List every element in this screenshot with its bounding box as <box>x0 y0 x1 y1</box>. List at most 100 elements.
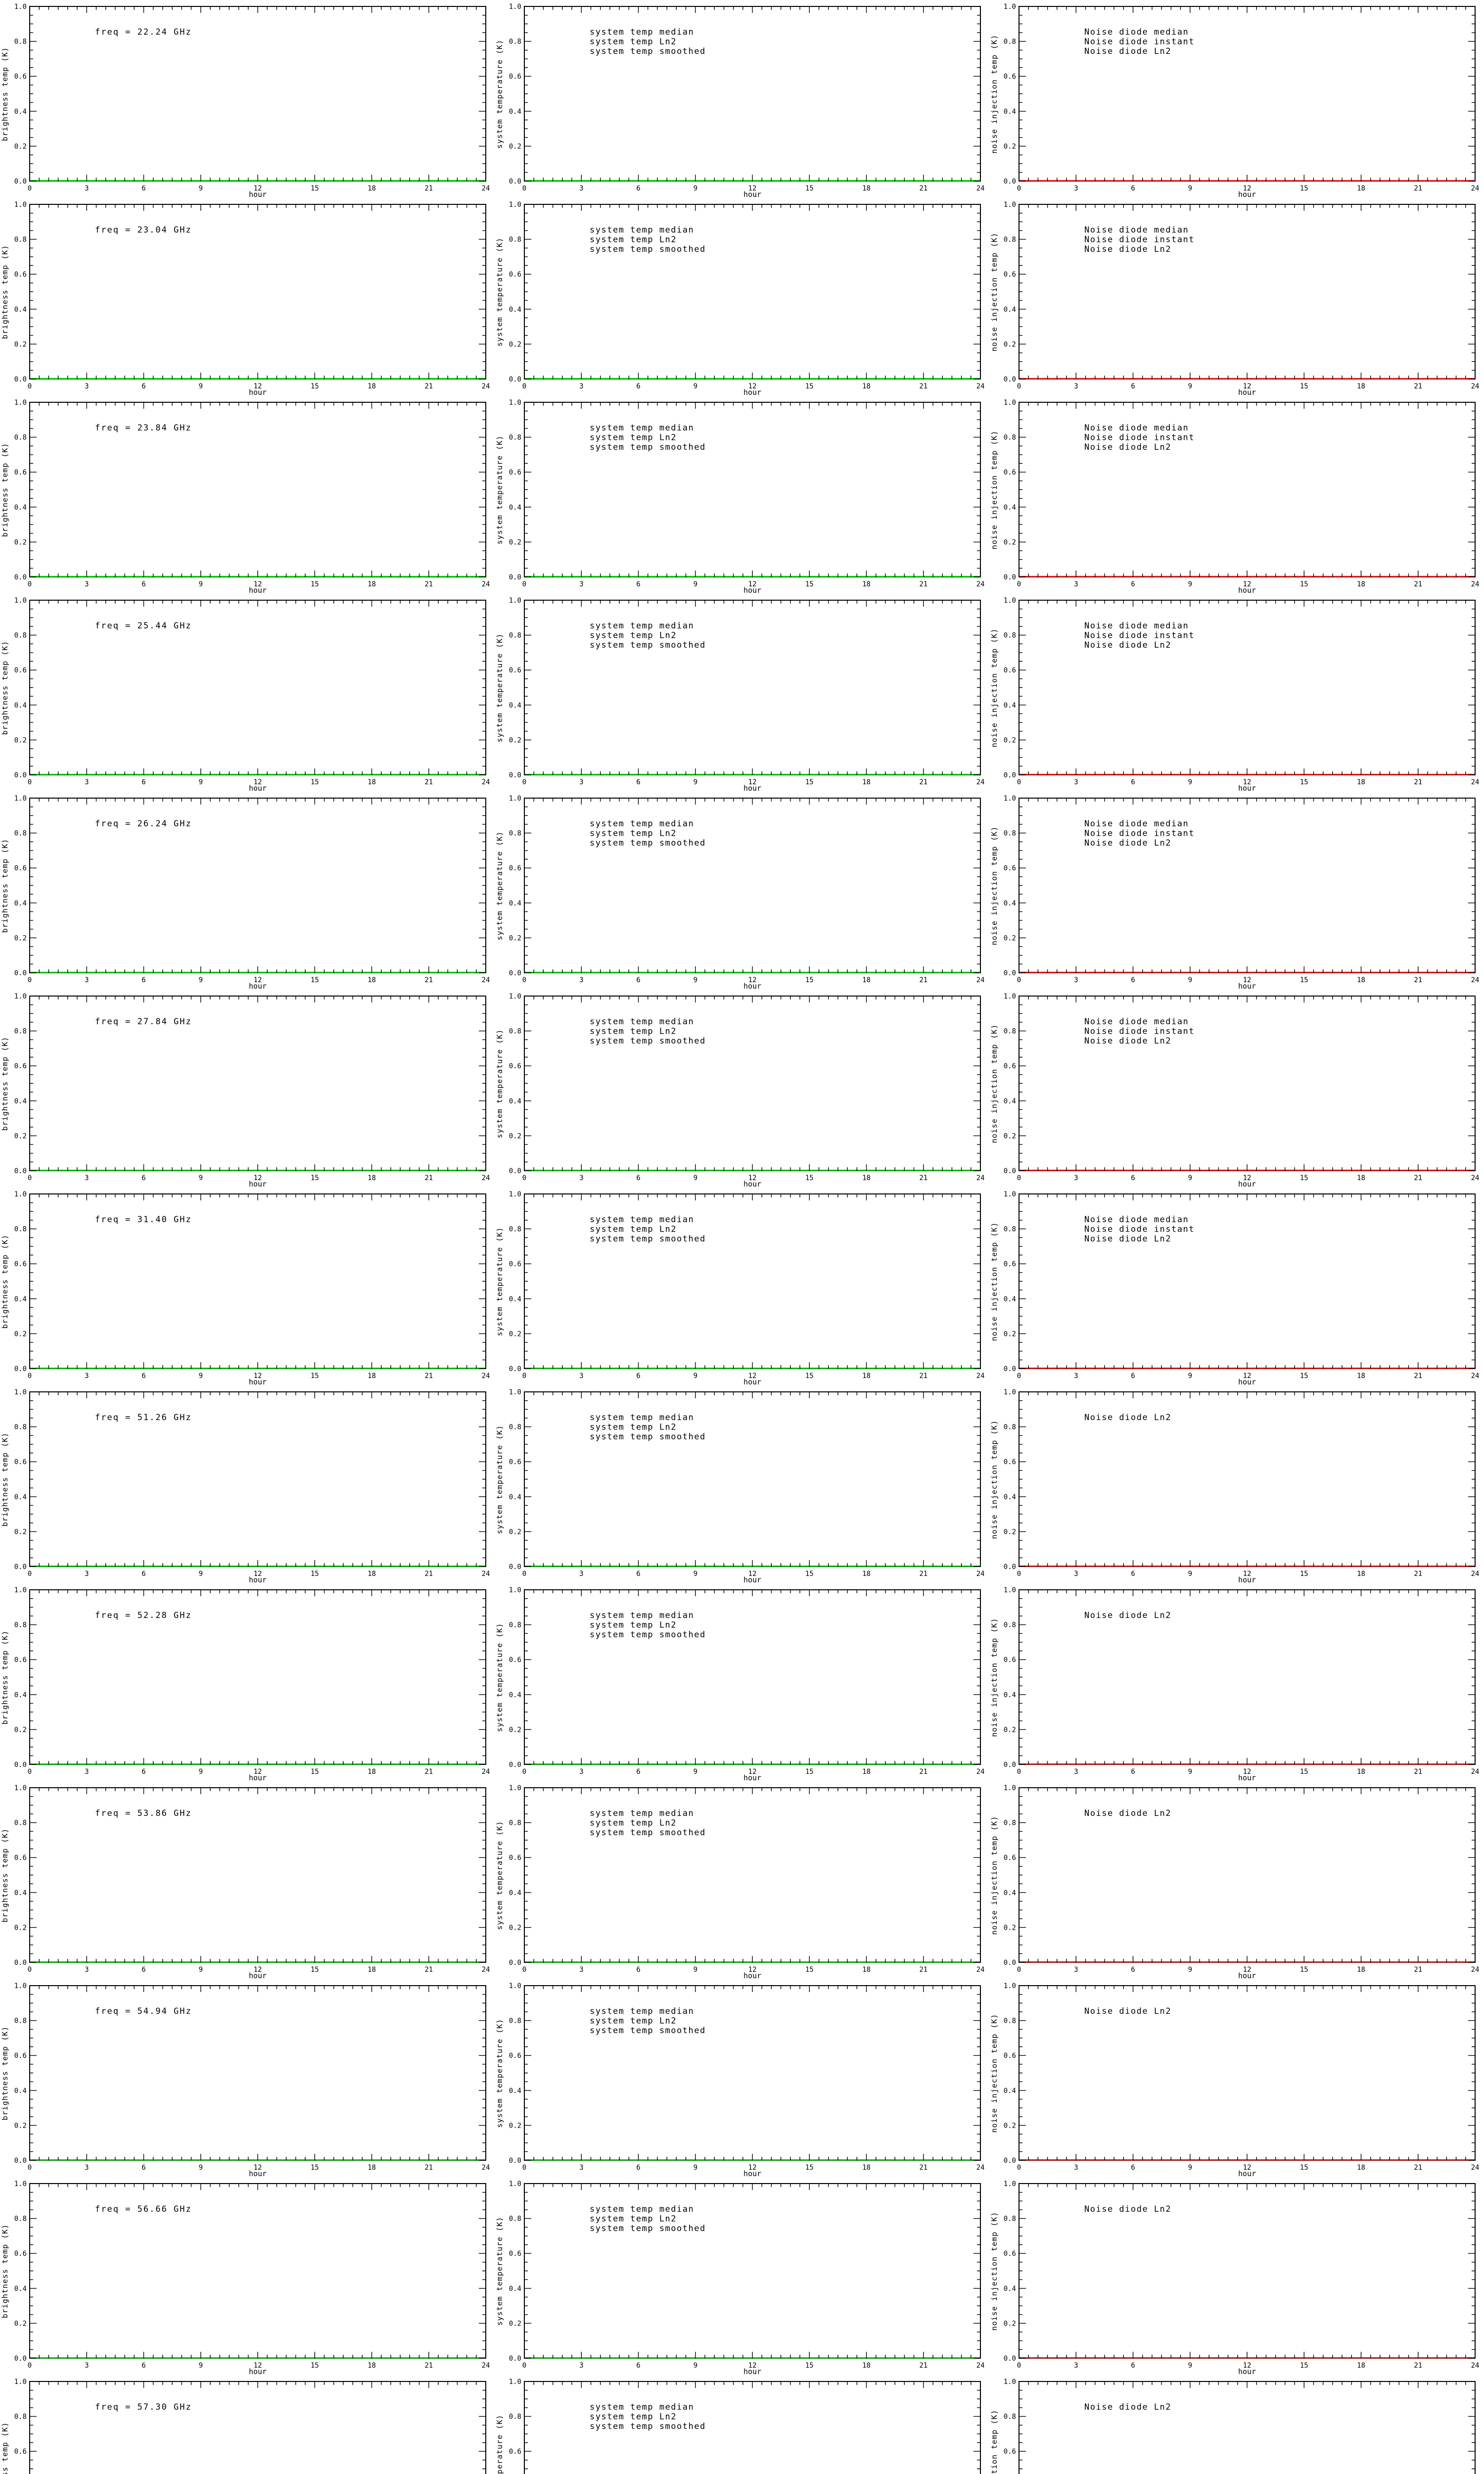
svg-text:0.6: 0.6 <box>509 666 521 674</box>
svg-text:6: 6 <box>1131 1768 1135 1776</box>
svg-text:1.0: 1.0 <box>509 1586 521 1594</box>
axis-ticks <box>524 204 981 380</box>
svg-text:0.0: 0.0 <box>1004 2157 1016 2165</box>
svg-text:0.6: 0.6 <box>509 1854 521 1862</box>
axis-ticks <box>29 1985 486 2161</box>
svg-text:0.8: 0.8 <box>1004 38 1016 46</box>
legend-entry-red: system temp Ln2 <box>590 1423 677 1432</box>
axis-ticks <box>524 600 981 775</box>
svg-text:0.8: 0.8 <box>1004 1028 1016 1036</box>
svg-text:0.2: 0.2 <box>14 736 27 744</box>
svg-text:0.6: 0.6 <box>1004 469 1016 476</box>
svg-text:0.8: 0.8 <box>14 434 27 442</box>
legend-entry-red: system temp Ln2 <box>590 1027 677 1037</box>
svg-text:0.2: 0.2 <box>1004 1330 1016 1338</box>
svg-text:21: 21 <box>424 2362 433 2370</box>
svg-text:15: 15 <box>311 1372 319 1380</box>
svg-text:12: 12 <box>748 778 757 786</box>
svg-text:18: 18 <box>1357 1966 1365 1974</box>
svg-text:6: 6 <box>636 1768 640 1776</box>
x-tick-labels: 0 3 6 9 12 15 18 21 24 <box>1017 1174 1480 1182</box>
svg-text:0.0: 0.0 <box>509 1365 521 1373</box>
svg-text:1.0: 1.0 <box>14 597 27 605</box>
legend: Noise diode Ln2 <box>1084 1413 1171 1423</box>
svg-text:0.6: 0.6 <box>509 1062 521 1070</box>
y-axis-label: brightness temp (K) <box>0 47 9 142</box>
svg-text:0: 0 <box>28 1174 32 1182</box>
svg-text:15: 15 <box>1300 1372 1308 1380</box>
svg-text:0: 0 <box>522 382 526 390</box>
svg-text:3: 3 <box>85 1570 89 1578</box>
svg-text:0.2: 0.2 <box>509 1924 521 1932</box>
brightness-temp-panel-57p30GHz: 0.00.20.40.60.81.003691215182124brightne… <box>0 2375 495 2474</box>
svg-text:0.2: 0.2 <box>509 1726 521 1734</box>
svg-text:0.4: 0.4 <box>14 900 27 907</box>
svg-text:0.6: 0.6 <box>509 2448 521 2456</box>
svg-text:1.0: 1.0 <box>509 2180 521 2188</box>
axis-ticks <box>29 6 486 182</box>
y-tick-labels: 0.0 0.2 0.4 0.6 0.8 1.0 <box>509 201 521 383</box>
legend-entry-blue: Noise diode median <box>1084 423 1189 433</box>
svg-text:0.2: 0.2 <box>14 1726 27 1734</box>
svg-text:18: 18 <box>368 1570 376 1578</box>
svg-text:1.0: 1.0 <box>509 1388 521 1396</box>
svg-text:9: 9 <box>694 778 697 786</box>
svg-text:9: 9 <box>199 1570 203 1578</box>
svg-text:0: 0 <box>522 1768 526 1776</box>
legend-entry-blue: system temp median <box>590 819 694 829</box>
svg-text:6: 6 <box>141 778 145 786</box>
svg-text:12: 12 <box>748 1768 757 1776</box>
svg-text:3: 3 <box>579 382 583 390</box>
legend-entry-red: system temp Ln2 <box>590 2412 677 2422</box>
svg-text:6: 6 <box>636 1174 640 1182</box>
axis-ticks <box>29 600 486 775</box>
svg-text:0.4: 0.4 <box>1004 306 1016 314</box>
svg-text:0.6: 0.6 <box>1004 1854 1016 1862</box>
svg-text:18: 18 <box>1357 580 1365 588</box>
svg-text:12: 12 <box>748 580 757 588</box>
legend-entry-green: system temp smoothed <box>590 838 706 848</box>
system-temp-chart: 0.0 0.2 0.4 0.6 0.8 1.0 0 3 6 9 12 15 18 21 24 system t… <box>495 3 985 198</box>
svg-text:24: 24 <box>482 778 490 786</box>
svg-text:3: 3 <box>1074 2362 1078 2370</box>
svg-text:15: 15 <box>311 2164 319 2172</box>
svg-text:21: 21 <box>424 382 433 390</box>
svg-text:15: 15 <box>805 1174 814 1182</box>
svg-text:12: 12 <box>1243 2362 1252 2370</box>
svg-text:0.6: 0.6 <box>509 1260 521 1268</box>
svg-text:1.0: 1.0 <box>14 1586 27 1594</box>
svg-text:0.4: 0.4 <box>14 1295 27 1303</box>
svg-text:0.4: 0.4 <box>1004 1097 1016 1105</box>
legend-entry-green: Noise diode instant <box>1084 235 1195 245</box>
svg-text:0.2: 0.2 <box>1004 2122 1016 2130</box>
svg-text:0.0: 0.0 <box>1004 771 1016 779</box>
svg-text:15: 15 <box>805 778 814 786</box>
svg-text:18: 18 <box>368 976 376 984</box>
svg-text:12: 12 <box>748 382 757 390</box>
svg-text:3: 3 <box>85 185 89 192</box>
axis-ticks <box>524 1391 981 1567</box>
svg-text:9: 9 <box>199 1768 203 1776</box>
noise-diode-panel-54p94GHz: 0.0 0.2 0.4 0.6 0.8 1.0 0 3 6 9 12 15 18 21 24 noise in… <box>989 1979 1484 2177</box>
svg-text:0.8: 0.8 <box>1004 236 1016 244</box>
legend-entry-blue: Noise diode median <box>1084 225 1189 235</box>
svg-text:0.0: 0.0 <box>14 573 27 581</box>
svg-text:12: 12 <box>1243 1966 1252 1974</box>
svg-text:3: 3 <box>1074 185 1078 192</box>
svg-text:1.0: 1.0 <box>14 1388 27 1396</box>
svg-text:21: 21 <box>424 778 433 786</box>
svg-text:18: 18 <box>862 580 871 588</box>
svg-text:0.2: 0.2 <box>1004 1528 1016 1536</box>
legend-entry-red: Noise diode Ln2 <box>1084 838 1171 848</box>
brightness-temp-chart: 0.0 0.2 0.4 0.6 0.8 1.0 0 3 6 9 12 15 18 21 24 brightne… <box>0 795 490 990</box>
x-tick-labels: 0 3 6 9 12 15 18 21 24 <box>522 185 985 192</box>
x-tick-labels: 0 3 6 9 12 15 18 21 24 <box>522 580 985 588</box>
axis-ticks <box>524 402 981 577</box>
svg-text:0.4: 0.4 <box>14 1889 27 1897</box>
y-axis-label: system temperature (K) <box>495 1623 504 1732</box>
svg-text:0.2: 0.2 <box>509 2122 521 2130</box>
x-axis-label: hour <box>249 1773 267 1781</box>
legend-entry-green: Noise diode instant <box>1084 829 1195 839</box>
